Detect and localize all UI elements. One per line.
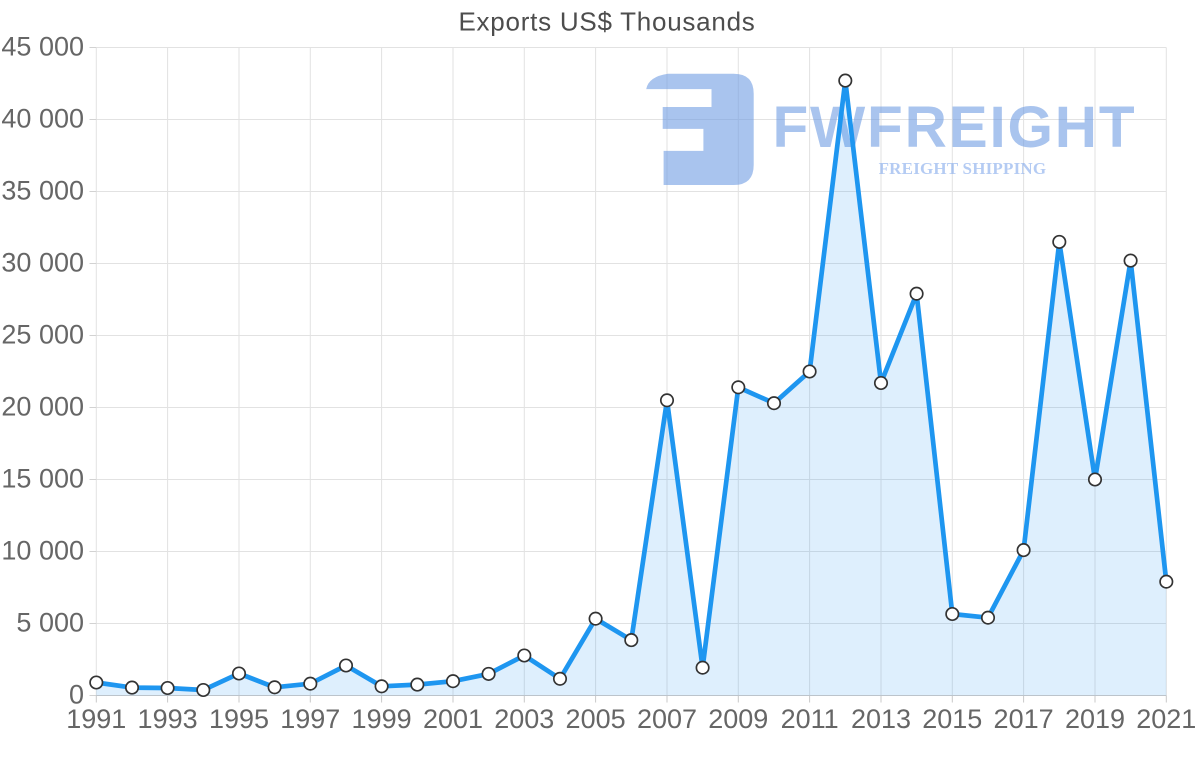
svg-text:1993: 1993: [138, 704, 198, 734]
svg-text:2021: 2021: [1136, 704, 1196, 734]
svg-text:2011: 2011: [781, 704, 839, 734]
svg-text:10 000: 10 000: [1, 536, 84, 566]
svg-text:2009: 2009: [708, 704, 768, 734]
svg-text:2005: 2005: [566, 704, 626, 734]
svg-text:1991: 1991: [66, 704, 126, 734]
svg-text:1997: 1997: [280, 704, 340, 734]
svg-text:2003: 2003: [494, 704, 554, 734]
svg-text:2013: 2013: [851, 704, 911, 734]
svg-text:35 000: 35 000: [1, 176, 84, 206]
svg-text:30 000: 30 000: [1, 248, 84, 278]
svg-text:2015: 2015: [922, 704, 982, 734]
svg-text:1995: 1995: [209, 704, 269, 734]
svg-text:2019: 2019: [1065, 704, 1125, 734]
svg-text:1999: 1999: [352, 704, 412, 734]
svg-text:20 000: 20 000: [1, 392, 84, 422]
svg-text:15 000: 15 000: [1, 464, 84, 494]
svg-text:Exports US$ Thousands: Exports US$ Thousands: [458, 6, 755, 36]
svg-text:2017: 2017: [994, 704, 1054, 734]
svg-text:2007: 2007: [637, 704, 697, 734]
svg-text:2001: 2001: [423, 704, 483, 734]
svg-text:40 000: 40 000: [1, 104, 84, 134]
svg-text:FREIGHT SHIPPING: FREIGHT SHIPPING: [879, 159, 1047, 178]
svg-text:0: 0: [69, 680, 84, 710]
svg-text:25 000: 25 000: [1, 320, 84, 350]
svg-text:5 000: 5 000: [16, 608, 84, 638]
svg-text:45 000: 45 000: [1, 32, 84, 62]
svg-text:FWFREIGHT: FWFREIGHT: [773, 95, 1137, 160]
